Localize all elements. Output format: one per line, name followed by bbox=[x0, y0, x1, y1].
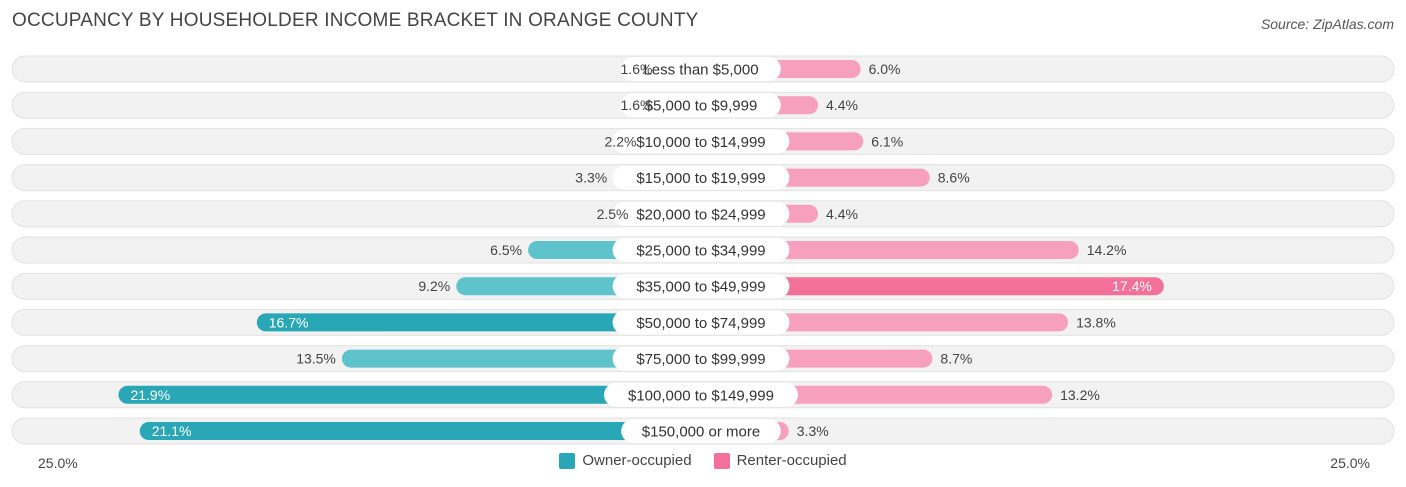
owner-value-label: 2.5% bbox=[597, 206, 629, 222]
legend: Owner-occupied Renter-occupied bbox=[0, 452, 1406, 469]
axis-right-label: 25.0% bbox=[1330, 455, 1370, 471]
owner-bar bbox=[118, 385, 711, 404]
owner-value-label: 21.9% bbox=[130, 387, 170, 403]
category-label: $25,000 to $34,999 bbox=[636, 243, 765, 260]
category-label: $20,000 to $24,999 bbox=[636, 206, 765, 223]
category-label: $10,000 to $14,999 bbox=[636, 134, 765, 151]
owner-value-label: 6.5% bbox=[490, 242, 522, 258]
category-pill bbox=[612, 129, 790, 154]
category-label: $50,000 to $74,999 bbox=[636, 315, 765, 332]
category-label: $100,000 to $149,999 bbox=[628, 387, 774, 404]
axis-left-label: 25.0% bbox=[38, 455, 78, 471]
category-pill bbox=[612, 201, 790, 226]
owner-value-label: 1.6% bbox=[621, 97, 653, 113]
category-label: Less than $5,000 bbox=[643, 62, 758, 79]
renter-swatch bbox=[713, 452, 730, 469]
category-pill bbox=[612, 165, 790, 190]
renter-value-label: 6.0% bbox=[869, 61, 901, 77]
legend-renter[interactable]: Renter-occupied bbox=[713, 452, 847, 469]
category-pill bbox=[612, 238, 790, 262]
renter-value-label: 14.2% bbox=[1087, 242, 1127, 258]
category-label: $5,000 to $9,999 bbox=[645, 98, 758, 115]
owner-value-label: 16.7% bbox=[269, 314, 309, 330]
renter-value-label: 13.2% bbox=[1060, 387, 1100, 403]
renter-value-label: 8.6% bbox=[938, 170, 970, 186]
category-pill bbox=[612, 310, 790, 335]
category-label: $75,000 to $99,999 bbox=[636, 351, 765, 368]
owner-value-label: 21.1% bbox=[152, 423, 192, 439]
renter-value-label: 4.4% bbox=[826, 97, 858, 113]
category-pill bbox=[621, 419, 781, 443]
owner-value-label: 2.2% bbox=[605, 133, 637, 149]
category-pill bbox=[621, 93, 781, 118]
renter-value-label: 6.1% bbox=[871, 133, 903, 149]
legend-owner[interactable]: Owner-occupied bbox=[559, 452, 692, 469]
owner-value-label: 9.2% bbox=[418, 278, 450, 294]
category-label: $35,000 to $49,999 bbox=[636, 279, 765, 296]
owner-bar bbox=[139, 422, 712, 440]
renter-value-label: 3.3% bbox=[797, 423, 829, 439]
category-pill bbox=[604, 382, 798, 407]
owner-value-label: 1.6% bbox=[621, 61, 653, 77]
owner-bar bbox=[256, 313, 711, 332]
category-label: $150,000 or more bbox=[642, 424, 760, 441]
source-label: Source: ZipAtlas.com bbox=[1260, 16, 1394, 32]
owner-swatch bbox=[559, 452, 576, 469]
renter-value-label: 17.4% bbox=[1112, 278, 1152, 294]
category-label: $15,000 to $19,999 bbox=[636, 170, 765, 187]
chart-title: OCCUPANCY BY HOUSEHOLDER INCOME BRACKET … bbox=[12, 10, 699, 31]
owner-value-label: 13.5% bbox=[296, 351, 336, 367]
legend-owner-label: Owner-occupied bbox=[582, 452, 692, 469]
owner-value-label: 3.3% bbox=[575, 170, 607, 186]
renter-value-label: 4.4% bbox=[826, 206, 858, 222]
renter-value-label: 8.7% bbox=[940, 351, 972, 367]
category-pill bbox=[612, 274, 790, 299]
legend-renter-label: Renter-occupied bbox=[736, 452, 847, 469]
renter-bar bbox=[691, 277, 1164, 296]
renter-value-label: 13.8% bbox=[1076, 314, 1116, 330]
category-pill bbox=[621, 57, 781, 81]
category-pill bbox=[612, 346, 790, 371]
